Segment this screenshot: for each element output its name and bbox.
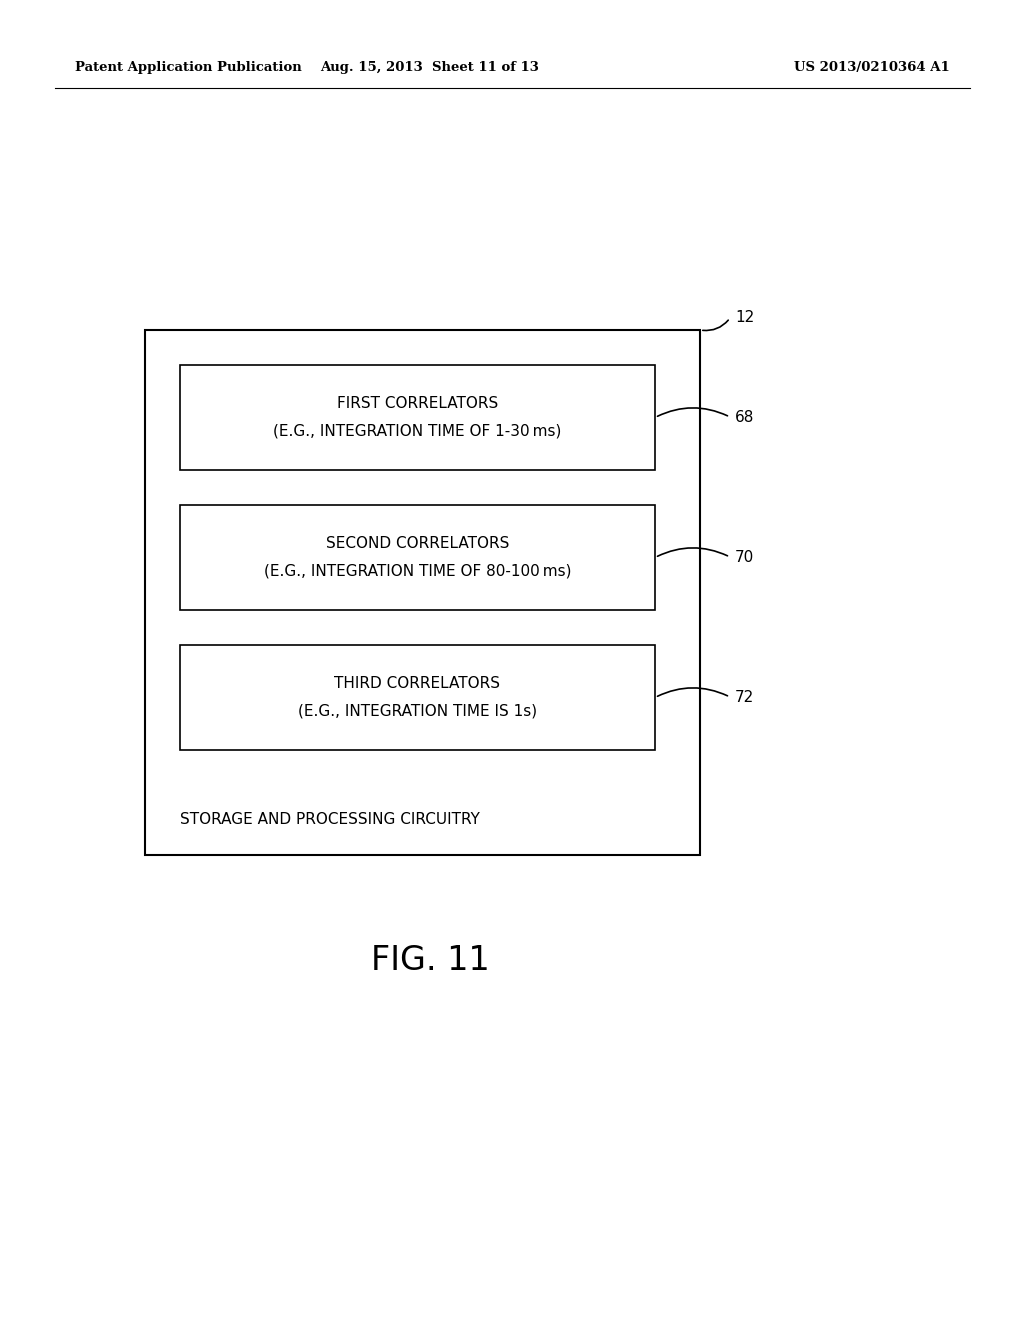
- Text: (E.G., INTEGRATION TIME OF 1-30 ms): (E.G., INTEGRATION TIME OF 1-30 ms): [273, 424, 562, 440]
- Bar: [180, 366, 655, 470]
- Text: THIRD CORRELATORS: THIRD CORRELATORS: [335, 676, 501, 690]
- Text: 70: 70: [735, 549, 755, 565]
- Text: (E.G., INTEGRATION TIME IS 1s): (E.G., INTEGRATION TIME IS 1s): [298, 704, 537, 719]
- Text: FIRST CORRELATORS: FIRST CORRELATORS: [337, 396, 498, 411]
- Bar: [180, 645, 655, 750]
- Bar: [180, 506, 655, 610]
- Text: 72: 72: [735, 689, 755, 705]
- Text: STORAGE AND PROCESSING CIRCUITRY: STORAGE AND PROCESSING CIRCUITRY: [180, 813, 480, 828]
- Text: Patent Application Publication: Patent Application Publication: [75, 62, 302, 74]
- Text: SECOND CORRELATORS: SECOND CORRELATORS: [326, 536, 509, 550]
- Text: FIG. 11: FIG. 11: [371, 944, 489, 977]
- Text: 68: 68: [735, 409, 755, 425]
- Bar: [145, 330, 700, 855]
- Text: Aug. 15, 2013  Sheet 11 of 13: Aug. 15, 2013 Sheet 11 of 13: [321, 62, 540, 74]
- Text: US 2013/0210364 A1: US 2013/0210364 A1: [795, 62, 950, 74]
- Text: 12: 12: [735, 310, 755, 326]
- Text: (E.G., INTEGRATION TIME OF 80-100 ms): (E.G., INTEGRATION TIME OF 80-100 ms): [264, 564, 571, 579]
